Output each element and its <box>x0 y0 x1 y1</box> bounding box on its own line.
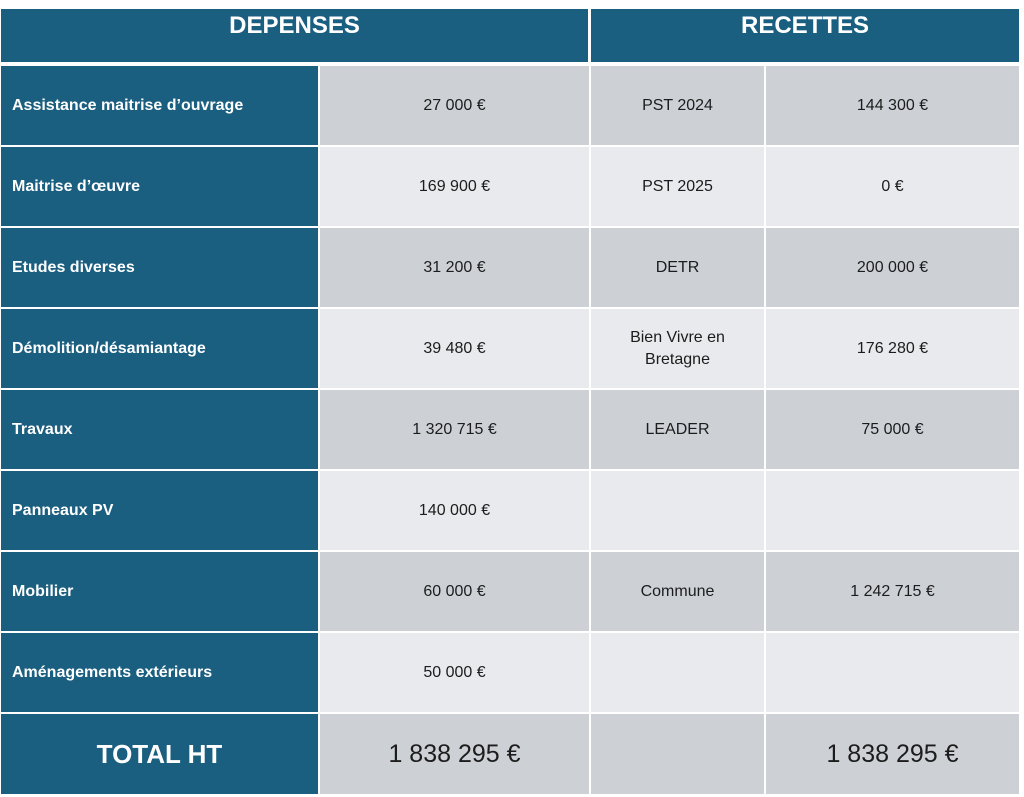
depense-label: Maitrise d’œuvre <box>1 147 318 226</box>
total-depenses: 1 838 295 € <box>320 714 589 794</box>
depense-amount: 50 000 € <box>320 633 589 712</box>
depense-label: Panneaux PV <box>1 471 318 550</box>
recette-amount: 1 242 715 € <box>766 552 1019 631</box>
recette-source <box>591 471 764 550</box>
recette-source: Bien Vivre en Bretagne <box>591 309 764 388</box>
depense-amount: 169 900 € <box>320 147 589 226</box>
depense-amount: 39 480 € <box>320 309 589 388</box>
recette-source: PST 2024 <box>591 66 764 145</box>
total-empty-cell <box>591 714 764 794</box>
recette-amount <box>766 633 1019 712</box>
depenses-header: DEPENSES <box>1 9 588 62</box>
depense-label: Assistance maitrise d’ouvrage <box>1 66 318 145</box>
depense-label: Mobilier <box>1 552 318 631</box>
depense-label: Travaux <box>1 390 318 469</box>
total-recettes: 1 838 295 € <box>766 714 1019 794</box>
depense-amount: 140 000 € <box>320 471 589 550</box>
total-label: TOTAL HT <box>1 714 318 794</box>
depense-amount: 27 000 € <box>320 66 589 145</box>
recette-amount: 144 300 € <box>766 66 1019 145</box>
recette-amount: 0 € <box>766 147 1019 226</box>
recette-amount: 75 000 € <box>766 390 1019 469</box>
recette-source <box>591 633 764 712</box>
recette-amount: 200 000 € <box>766 228 1019 307</box>
recette-source: DETR <box>591 228 764 307</box>
recette-source: LEADER <box>591 390 764 469</box>
recette-amount <box>766 471 1019 550</box>
depense-label: Aménagements extérieurs <box>1 633 318 712</box>
depense-label: Démolition/désamiantage <box>1 309 318 388</box>
depense-amount: 60 000 € <box>320 552 589 631</box>
recette-source: PST 2025 <box>591 147 764 226</box>
budget-grid: Assistance maitrise d’ouvrage 27 000 € P… <box>1 66 1019 795</box>
recette-amount: 176 280 € <box>766 309 1019 388</box>
depense-amount: 1 320 715 € <box>320 390 589 469</box>
recettes-header: RECETTES <box>591 9 1019 62</box>
recette-source: Commune <box>591 552 764 631</box>
depense-label: Etudes diverses <box>1 228 318 307</box>
depense-amount: 31 200 € <box>320 228 589 307</box>
